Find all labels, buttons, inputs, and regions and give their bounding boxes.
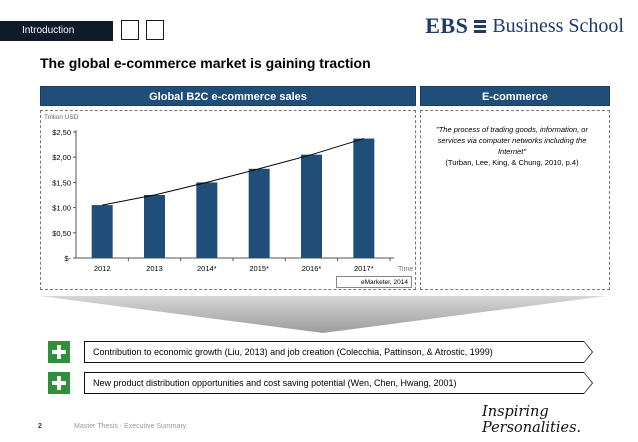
x-tick-label: 2016* bbox=[302, 264, 322, 273]
y-tick-label: $0,50 bbox=[52, 229, 71, 238]
bar bbox=[196, 182, 218, 258]
chart-panel bbox=[40, 110, 416, 290]
plus-icon bbox=[48, 372, 70, 394]
nav-box-1[interactable] bbox=[121, 20, 139, 40]
x-tick-label: 2012 bbox=[94, 264, 111, 273]
x-tick-label: 2015* bbox=[249, 264, 269, 273]
y-tick-label: $1,00 bbox=[52, 204, 71, 213]
plus-icon bbox=[48, 341, 70, 363]
x-tick-label: 2014* bbox=[197, 264, 217, 273]
y-tick-label: $2,00 bbox=[52, 153, 71, 162]
section-tab[interactable]: Introduction bbox=[0, 21, 113, 41]
y-tick-label: $1,50 bbox=[52, 178, 71, 187]
y-tick-label: $- bbox=[64, 254, 71, 263]
x-tick-label: 2017* bbox=[354, 264, 374, 273]
page-number: 2 bbox=[38, 423, 42, 430]
chart-panel-header: Global B2C e-commerce sales bbox=[40, 86, 416, 106]
slide-title: The global e-commerce market is gaining … bbox=[40, 55, 371, 71]
definition-quote: "The process of trading goods, informati… bbox=[436, 125, 588, 156]
definition-citation: (Turban, Lee, King, & Chung, 2010, p.4) bbox=[445, 158, 579, 167]
definition-panel bbox=[420, 110, 610, 290]
bar bbox=[248, 168, 270, 258]
chart-source: eMarketer, 2014 bbox=[336, 276, 412, 288]
slogan: Inspiring Personalities. bbox=[482, 404, 582, 436]
bar bbox=[301, 154, 322, 258]
y-tick-label: $2,50 bbox=[52, 128, 71, 137]
logo-name: Business School bbox=[492, 14, 624, 37]
point-1-arrow-fill bbox=[584, 342, 592, 362]
x-axis-label: Time bbox=[398, 266, 413, 273]
bar bbox=[144, 195, 165, 258]
funnel-arrow bbox=[40, 296, 606, 333]
sales-chart: $- $0,50 $1,00 $1,50 $2,00 $2,50 2012 2013 2014*… bbox=[52, 128, 413, 273]
bar bbox=[91, 205, 113, 258]
y-axis-unit: Trillion USD bbox=[44, 114, 79, 121]
point-1: Contribution to economic growth (Liu, 20… bbox=[84, 341, 584, 363]
point-2: New product distribution opportunities a… bbox=[84, 372, 584, 394]
footer-text: Master Thesis - Executive Summary bbox=[74, 423, 187, 430]
bar bbox=[353, 138, 375, 258]
point-2-arrow-fill bbox=[584, 373, 592, 393]
logo-bars-icon bbox=[474, 19, 487, 33]
ebs-logo: EBS Business School bbox=[425, 11, 624, 41]
x-tick-label: 2013 bbox=[146, 264, 163, 273]
definition-panel-header: E-commerce bbox=[420, 86, 610, 106]
logo-brand: EBS bbox=[425, 13, 469, 38]
nav-box-2[interactable] bbox=[146, 20, 164, 40]
trend-line bbox=[102, 138, 364, 206]
